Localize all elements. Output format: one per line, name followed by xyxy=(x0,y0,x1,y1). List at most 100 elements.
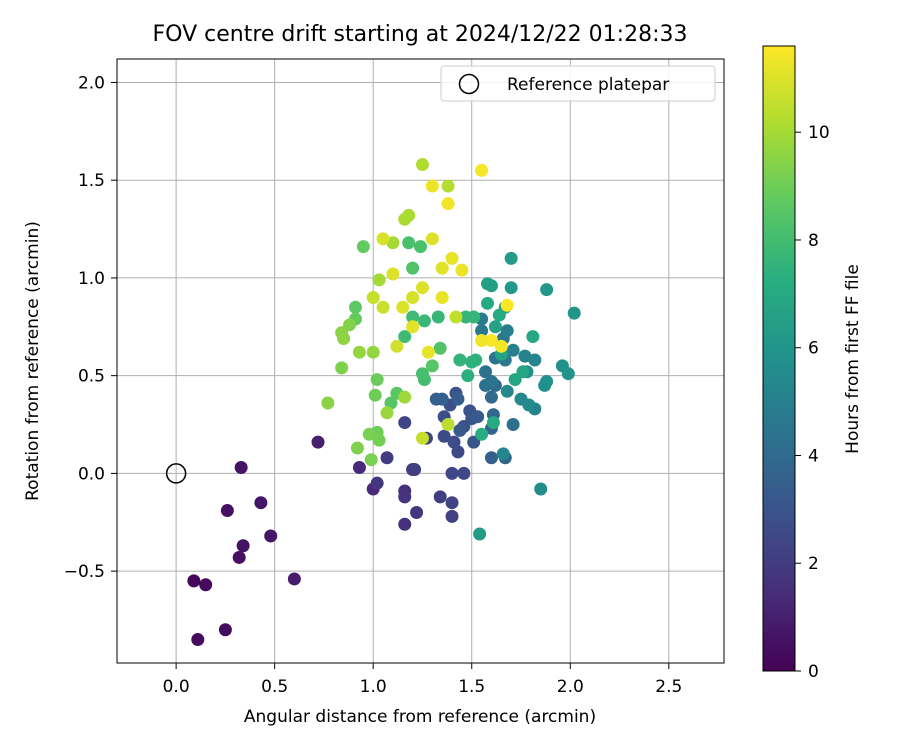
colorbar-tick-label: 8 xyxy=(808,231,819,251)
data-point xyxy=(264,529,278,543)
data-point xyxy=(486,416,500,430)
data-point xyxy=(352,345,366,359)
data-point xyxy=(445,509,459,523)
data-point xyxy=(479,365,493,379)
data-point xyxy=(481,296,495,310)
data-point xyxy=(492,308,506,322)
data-point xyxy=(534,482,548,496)
x-tick-label: 0.0 xyxy=(163,677,190,697)
data-point xyxy=(451,392,465,406)
colorbar-tick-label: 10 xyxy=(808,123,830,143)
data-point xyxy=(455,263,469,277)
data-point xyxy=(500,298,514,312)
data-point xyxy=(508,373,522,387)
x-tick-label: 0.5 xyxy=(261,677,288,697)
data-point xyxy=(504,251,518,265)
data-point xyxy=(453,353,467,367)
data-point xyxy=(453,423,467,437)
data-point xyxy=(447,435,461,449)
data-point xyxy=(356,240,370,254)
data-point xyxy=(337,332,351,346)
data-point xyxy=(414,240,427,254)
data-point xyxy=(398,330,412,344)
data-point xyxy=(475,324,489,338)
data-point xyxy=(417,314,431,328)
data-point xyxy=(481,277,495,291)
data-point xyxy=(445,251,459,265)
data-point xyxy=(390,339,404,353)
data-point xyxy=(516,365,530,379)
data-point xyxy=(335,361,349,375)
data-point xyxy=(467,310,481,324)
data-point xyxy=(386,236,400,250)
data-point xyxy=(396,300,410,314)
data-point xyxy=(398,390,412,404)
data-point xyxy=(408,462,422,476)
data-point xyxy=(425,179,439,193)
data-point xyxy=(380,406,394,420)
data-point xyxy=(406,290,420,304)
data-point xyxy=(518,349,532,363)
data-point xyxy=(376,232,390,246)
data-point xyxy=(187,574,201,588)
colorbar: 0 2 4 6 8 10 Hours from first FF file xyxy=(762,45,863,682)
colorbar-label: Hours from first FF file xyxy=(843,264,863,454)
y-axis: −0.5 0.0 0.5 1.0 1.5 2.0 xyxy=(64,73,117,582)
data-point xyxy=(526,330,540,344)
data-point xyxy=(467,435,481,449)
data-point xyxy=(366,345,380,359)
data-point xyxy=(484,451,498,465)
data-point xyxy=(384,396,398,410)
x-tick-label: 2.0 xyxy=(557,677,584,697)
legend-box xyxy=(440,65,716,102)
data-point xyxy=(540,283,554,297)
data-point xyxy=(415,281,429,295)
data-point xyxy=(380,451,394,465)
x-tick-label: 1.5 xyxy=(458,677,485,697)
data-point xyxy=(415,431,429,445)
data-point xyxy=(402,236,416,250)
data-point xyxy=(321,396,335,410)
data-point xyxy=(362,427,376,441)
x-axis-label: Angular distance from reference (arcmin) xyxy=(244,707,596,727)
plot-frame xyxy=(116,58,725,664)
colorbar-tick-label: 2 xyxy=(808,554,819,574)
data-point xyxy=(488,320,502,334)
reference-platepar-marker xyxy=(165,463,187,484)
data-point xyxy=(445,466,459,480)
y-tick-label: 0.0 xyxy=(78,464,105,484)
data-point xyxy=(372,433,386,447)
data-point xyxy=(398,517,412,531)
data-point xyxy=(410,505,424,519)
data-point xyxy=(429,392,443,406)
points-layer xyxy=(187,158,581,647)
data-point xyxy=(220,504,234,518)
data-point xyxy=(469,353,483,367)
y-tick-label: 2.0 xyxy=(78,73,105,93)
data-point xyxy=(433,490,447,504)
data-point xyxy=(506,343,520,357)
legend: Reference platepar xyxy=(440,65,716,102)
data-point xyxy=(398,416,412,430)
y-tick-label: 1.5 xyxy=(78,171,105,191)
data-point xyxy=(540,375,554,389)
data-point xyxy=(370,373,384,387)
data-point xyxy=(376,300,390,314)
data-point xyxy=(441,197,455,211)
colorbar-gradient xyxy=(762,45,796,672)
data-point xyxy=(370,476,384,490)
data-point xyxy=(506,418,520,432)
data-point xyxy=(352,461,366,475)
data-point xyxy=(199,578,213,592)
data-point xyxy=(475,427,489,441)
legend-entry-label: Reference platepar xyxy=(507,75,669,95)
data-point xyxy=(364,453,378,467)
data-point xyxy=(457,466,471,480)
y-tick-label: −0.5 xyxy=(64,562,105,582)
x-tick-label: 1.0 xyxy=(360,677,387,697)
data-point xyxy=(372,273,386,287)
data-point xyxy=(236,539,250,553)
data-point xyxy=(561,367,575,381)
data-point xyxy=(475,333,489,347)
